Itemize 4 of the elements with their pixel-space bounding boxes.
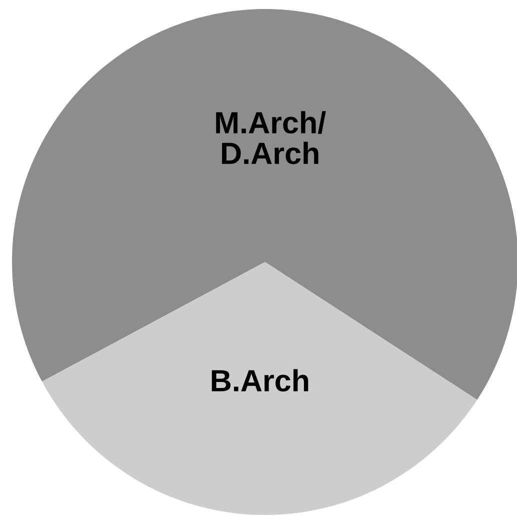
slice-label: M.Arch/ D.Arch: [216, 111, 326, 164]
pie-slice: [12, 9, 517, 400]
slice-label: B.Arch: [212, 369, 308, 392]
pie-slice: [42, 262, 478, 515]
